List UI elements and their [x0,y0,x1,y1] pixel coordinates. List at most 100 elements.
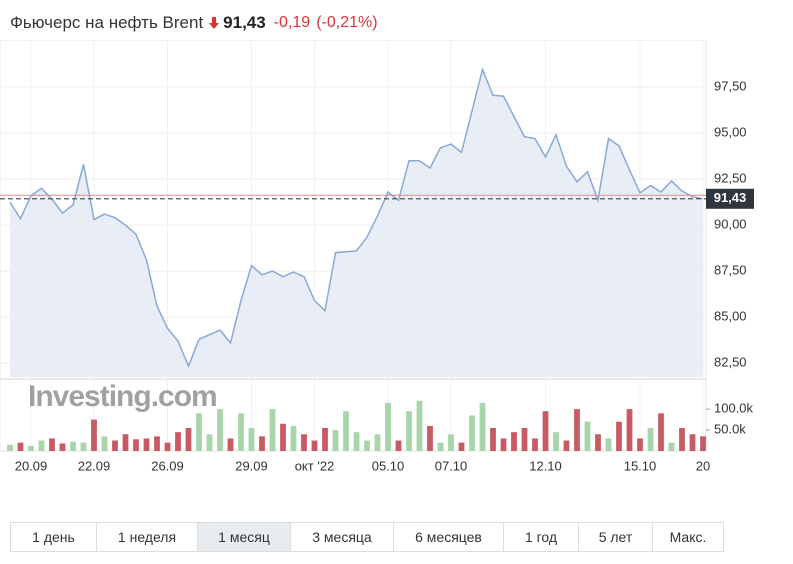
volume-bar [248,427,255,451]
volume-bar [133,439,139,451]
x-tick-label: 12.10 [529,458,562,473]
volume-bar [112,440,118,451]
volume-bar [280,423,286,451]
volume-bar [563,440,570,451]
volume-bar [175,432,181,451]
volume-bar [679,427,685,451]
volume-bar [217,409,223,451]
x-tick-label: 29.09 [235,458,268,473]
change: -0,19 [273,14,311,31]
volume-bar [595,434,601,451]
volume-bar [385,402,391,451]
last-price: 91,43 [223,13,266,32]
y-tick-label: 85,00 [714,309,747,324]
volume-bar [605,438,612,451]
volume-bar [584,421,591,451]
volume-bar [637,438,643,451]
volume-bar [7,444,13,451]
volume-bar [332,430,339,451]
volume-bar [469,415,475,451]
volume-bar [353,432,360,451]
range-button[interactable]: 1 год [504,523,579,551]
volume-bar [658,413,664,451]
range-button[interactable]: Макс. [669,529,707,545]
volume-bar [311,440,318,451]
last-price-label: 91,43 [714,190,747,205]
header: Фьючерс на нефть Brent 91,43 -0,19 (-0,2… [10,10,384,36]
volume-bar [700,436,706,451]
volume-bar [206,434,213,451]
x-tick-label: 20 [696,458,710,473]
y-tick-label: 97,50 [714,78,747,93]
volume-bar [70,441,76,451]
price-area [10,69,703,377]
volume-bar [437,442,444,451]
volume-bar [427,425,433,451]
volume-bar [91,419,97,451]
range-button[interactable]: 5 лет [579,523,653,551]
volume-bar [17,442,24,451]
volume-bar [196,413,202,451]
volume-bar [458,442,465,451]
volume-bar [28,445,34,451]
range-button[interactable]: 1 месяц [198,523,291,551]
volume-bar [290,425,297,451]
y-tick-label: 87,50 [714,263,747,278]
volume-bar [122,434,129,451]
volume-bar [227,438,234,451]
volume-bar [689,434,696,451]
volume-bar [374,434,381,451]
volume-tick-label: 100.0k [714,401,754,416]
range-button[interactable]: 3 месяца [291,523,394,551]
volume-bar [574,409,580,451]
volume-bar [101,436,108,451]
watermark: Investing.com [28,380,217,413]
volume-bar [259,436,265,451]
volume-bar [616,421,622,451]
volume-bar [626,409,633,451]
volume-bar [521,427,528,451]
range-selector: 1 день 1 неделя 1 месяц 3 месяца 6 месяцев 1 … [10,522,724,552]
volume-bar [532,438,538,451]
down-arrow [209,17,220,29]
x-tick-label: 07.10 [435,458,468,473]
volume-bar [343,411,349,451]
range-button[interactable]: 1 день [11,523,97,551]
volume-bar [154,436,160,451]
volume-bar [143,438,150,451]
change-percent: (-0,21%) [316,14,378,31]
range-button[interactable]: 6 месяцев [394,523,504,551]
volume-bar [647,427,654,451]
volume-bar [542,411,549,451]
volume-bar [406,411,412,451]
x-tick-label: окт '22 [295,458,335,473]
volume-bar [448,434,454,451]
volume-bar [668,442,675,451]
volume-bar [59,443,66,451]
volume-bar [49,438,55,451]
chart: 82,50 85,00 87,50 90,00 92,50 95,00 97,50 50.0k… [0,40,754,473]
volume-bar [301,434,307,451]
volume-bar [416,400,423,451]
x-tick-label: 26.09 [151,458,184,473]
price-line [9,67,704,368]
x-tick-label: 05.10 [372,458,405,473]
volume-bar [479,402,486,451]
volume-bar [511,432,517,451]
range-button[interactable]: 1 неделя [97,523,198,551]
y-tick-label: 82,50 [714,355,747,370]
volume-bar [490,427,496,451]
x-tick-label: 15.10 [624,458,657,473]
volume-bar [269,409,276,451]
volume-bar [164,442,171,451]
instrument-title: Фьючерс на нефть Brent [10,13,204,32]
volume-bar [322,427,328,451]
volume-bar [38,440,45,451]
x-tick-label: 20.09 [15,458,48,473]
volume-bar [80,442,87,451]
y-tick-label: 92,50 [714,171,747,186]
volume-bar [553,432,559,451]
x-tick-label: 22.09 [78,458,111,473]
volume-tick-label: 50.0k [714,422,746,437]
